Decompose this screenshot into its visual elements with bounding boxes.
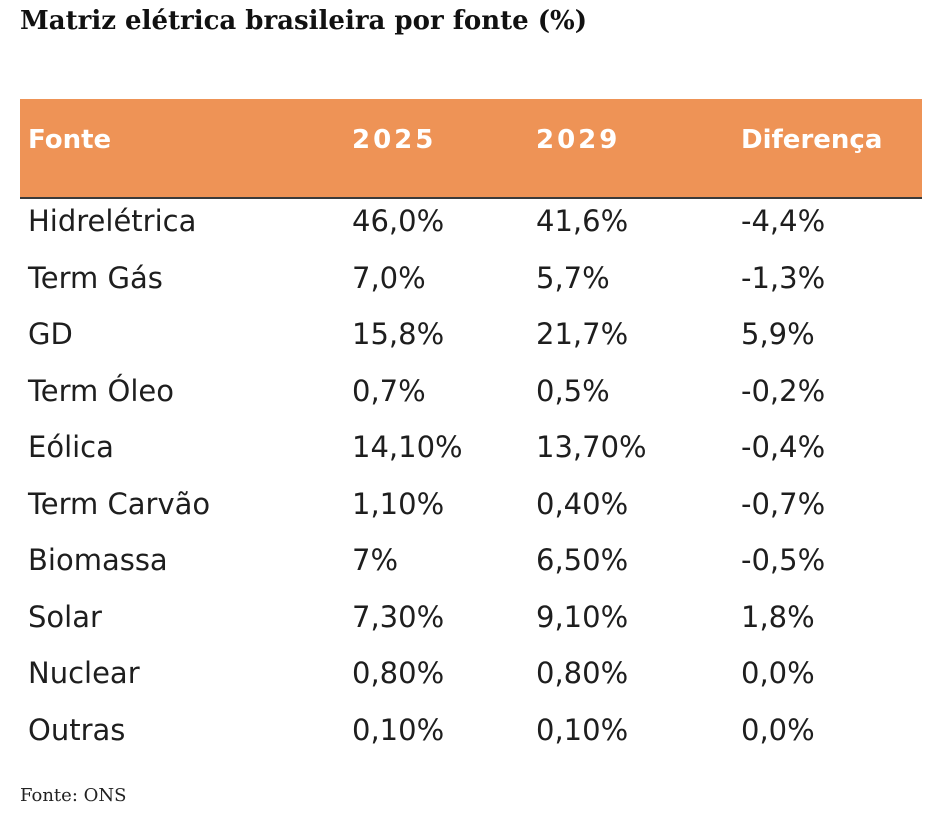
- cell-difference: -0,5%: [741, 543, 826, 577]
- cell-value-2025: 7%: [352, 543, 399, 577]
- table-row: Biomassa 7% 6,50% -0,5%: [20, 538, 922, 595]
- cell-source: Hidrelétrica: [28, 204, 197, 238]
- table-row: Outras 0,10% 0,10% 0,0%: [20, 708, 922, 765]
- cell-difference: 0,0%: [741, 656, 815, 690]
- cell-source: Outras: [28, 712, 126, 747]
- table-row: Term Carvão 1,10% 0,40% -0,7%: [20, 482, 922, 539]
- cell-source: Term Carvão: [28, 486, 211, 521]
- table-title: Matriz elétrica brasileira por fonte (%): [20, 6, 588, 36]
- cell-value-2025: 15,8%: [352, 317, 445, 351]
- header-diferenca: Diferença: [741, 125, 883, 155]
- cell-difference: -0,4%: [741, 430, 826, 464]
- cell-difference: -0,7%: [741, 486, 826, 521]
- cell-value-2029: 0,40%: [536, 486, 629, 521]
- data-table: Fonte 2025 2029 Diferença Hidrelétrica 46…: [20, 99, 922, 764]
- cell-value-2025: 0,80%: [352, 656, 445, 690]
- cell-value-2029: 6,50%: [536, 543, 629, 577]
- cell-difference: 0,0%: [741, 712, 815, 747]
- header-fonte: Fonte: [28, 125, 112, 155]
- cell-value-2025: 0,10%: [352, 712, 445, 747]
- table-row: GD 15,8% 21,7% 5,9%: [20, 312, 922, 369]
- cell-source: Nuclear: [28, 656, 140, 690]
- table-row: Eólica 14,10% 13,70% -0,4%: [20, 425, 922, 482]
- cell-difference: -0,2%: [741, 373, 826, 408]
- header-2029: 2029: [536, 125, 621, 155]
- header-2025: 2025: [352, 125, 437, 155]
- cell-value-2029: 41,6%: [536, 204, 629, 238]
- cell-value-2029: 13,70%: [536, 430, 647, 464]
- table-row: Nuclear 0,80% 0,80% 0,0%: [20, 651, 922, 708]
- cell-value-2029: 0,5%: [536, 373, 610, 408]
- cell-source: GD: [28, 317, 73, 351]
- cell-value-2025: 14,10%: [352, 430, 463, 464]
- table-row: Term Gás 7,0% 5,7% -1,3%: [20, 256, 922, 313]
- cell-value-2029: 21,7%: [536, 317, 629, 351]
- cell-source: Biomassa: [28, 543, 168, 577]
- table-row: Hidrelétrica 46,0% 41,6% -4,4%: [20, 199, 922, 256]
- cell-value-2029: 0,10%: [536, 712, 629, 747]
- cell-value-2029: 9,10%: [536, 599, 629, 634]
- cell-difference: 5,9%: [741, 317, 815, 351]
- table-header: Fonte 2025 2029 Diferença: [20, 99, 922, 199]
- cell-value-2025: 0,7%: [352, 373, 426, 408]
- cell-source: Term Óleo: [28, 373, 174, 408]
- cell-source: Solar: [28, 599, 102, 634]
- cell-value-2025: 7,0%: [352, 260, 426, 295]
- source-note: Fonte: ONS: [20, 785, 127, 806]
- cell-source: Term Gás: [28, 260, 163, 295]
- cell-value-2029: 5,7%: [536, 260, 610, 295]
- cell-difference: 1,8%: [741, 599, 815, 634]
- table-body: Hidrelétrica 46,0% 41,6% -4,4% Term Gás 7,0% 5…: [20, 199, 922, 764]
- cell-difference: -4,4%: [741, 204, 826, 238]
- cell-value-2025: 1,10%: [352, 486, 445, 521]
- table-row: Term Óleo 0,7% 0,5% -0,2%: [20, 369, 922, 426]
- cell-value-2025: 46,0%: [352, 204, 445, 238]
- cell-value-2025: 7,30%: [352, 599, 445, 634]
- cell-source: Eólica: [28, 430, 114, 464]
- table-row: Solar 7,30% 9,10% 1,8%: [20, 595, 922, 652]
- cell-difference: -1,3%: [741, 260, 826, 295]
- cell-value-2029: 0,80%: [536, 656, 629, 690]
